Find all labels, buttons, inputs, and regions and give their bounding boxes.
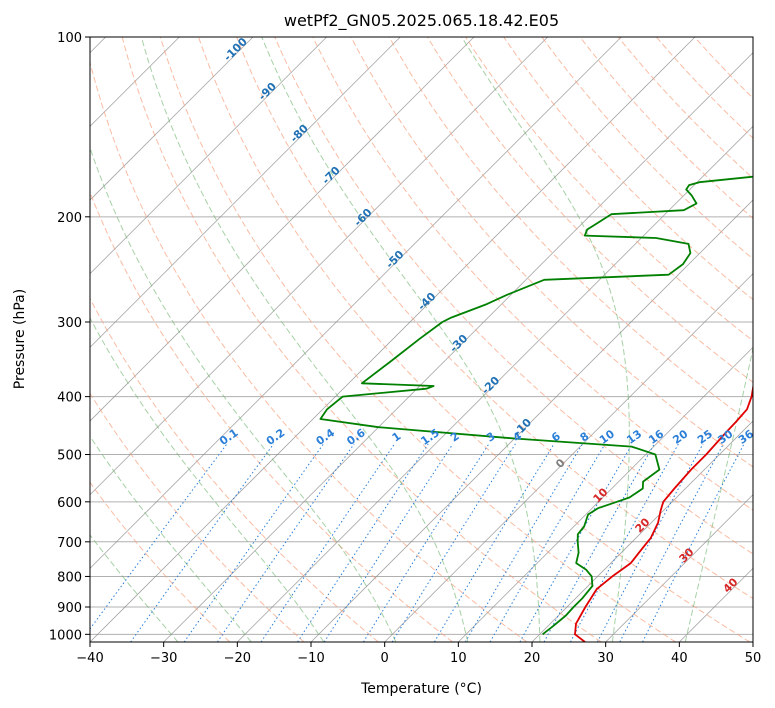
- dry-adiabat: [312, 37, 753, 511]
- dry-adiabat: [90, 297, 379, 642]
- y-axis-label: Pressure (hPa): [12, 289, 28, 389]
- x-tick-label: 10: [450, 651, 467, 666]
- dry-adiabat: [503, 37, 753, 301]
- mixing-ratio-line: [391, 443, 516, 642]
- dry-adiabat: [90, 481, 231, 642]
- moist-adiabat: [684, 345, 753, 642]
- mixing-ratio-line: [260, 443, 396, 642]
- isotherm--70: [90, 37, 475, 422]
- mixing-ratio-line: [519, 443, 633, 642]
- moist-adiabat: [140, 37, 469, 642]
- moist-adiabat: [90, 316, 325, 642]
- y-tick-label: 600: [57, 496, 82, 511]
- mixing-ratio-line: [130, 443, 275, 642]
- isotherm--100: [90, 37, 254, 201]
- mixing-ratio-line: [362, 443, 490, 642]
- isotherm-20: [531, 420, 753, 642]
- isotherm--90: [90, 37, 327, 275]
- isotherm--20: [237, 125, 753, 642]
- isotherm-0: [384, 273, 753, 642]
- dry-adiabat: [159, 37, 676, 642]
- mixing-ratio-line: [464, 443, 583, 642]
- dry-adiabat: [90, 191, 453, 642]
- y-tick-label: 800: [57, 570, 82, 585]
- dry-adiabat: [236, 37, 753, 600]
- y-tick-label: 500: [57, 449, 82, 464]
- y-tick-label: 300: [57, 316, 82, 331]
- y-tick-label: 900: [57, 601, 82, 616]
- isotherm--50: [90, 37, 622, 569]
- x-tick-label: −10: [297, 651, 324, 666]
- moist-adiabat: [261, 37, 541, 642]
- dry-adiabat: [350, 37, 753, 468]
- y-tick-label: 200: [57, 211, 82, 226]
- mixing-ratio-line: [183, 443, 324, 642]
- isotherm--40: [90, 37, 696, 642]
- isotherm--60: [90, 37, 548, 496]
- y-tick-label: 1000: [49, 628, 82, 643]
- axis-ticks: −40 −30 −20 −10 0 10 20 30 40 50 100 200 300 400 500 60…: [49, 31, 761, 666]
- mixing-ratio-line: [323, 443, 454, 642]
- isotherm-10: [458, 346, 753, 642]
- temperature-line: [574, 382, 753, 642]
- chart-title: wetPf2_GN05.2025.065.18.42.E05: [284, 11, 559, 31]
- profile-lines: [319, 175, 753, 642]
- mixing-ratio-line: [297, 443, 429, 642]
- moist-adiabat: [90, 146, 397, 642]
- x-tick-label: 0: [381, 651, 389, 666]
- dewpoint-line: [319, 175, 753, 636]
- mixing-ratio-line: [216, 443, 355, 642]
- mixing-ratio-line: [489, 443, 606, 642]
- isotherm-30: [605, 494, 753, 642]
- plot-area: [90, 37, 753, 642]
- isotherm--80: [90, 37, 401, 348]
- background-lines: [90, 37, 753, 642]
- x-tick-label: 50: [745, 651, 762, 666]
- x-axis-label: Temperature (°C): [360, 681, 482, 697]
- y-tick-label: 400: [57, 391, 82, 406]
- dry-adiabat: [274, 37, 753, 555]
- x-tick-label: 20: [524, 651, 541, 666]
- y-tick-label: 700: [57, 536, 82, 551]
- y-tick-label: 100: [57, 31, 82, 46]
- isotherm-50: [752, 641, 753, 642]
- mixing-ratio-line: [596, 443, 704, 642]
- dry-adiabat: [90, 60, 528, 642]
- dry-adiabat: [121, 37, 602, 642]
- x-tick-label: −40: [76, 651, 103, 666]
- isotherm--10: [310, 199, 753, 642]
- mixing-ratio-line: [433, 443, 555, 642]
- x-tick-label: −30: [150, 651, 177, 666]
- x-tick-label: 40: [671, 651, 688, 666]
- x-tick-label: −20: [224, 651, 251, 666]
- x-tick-label: 30: [597, 651, 614, 666]
- plot-frame: [89, 36, 754, 643]
- dry-adiabat: [465, 37, 753, 342]
